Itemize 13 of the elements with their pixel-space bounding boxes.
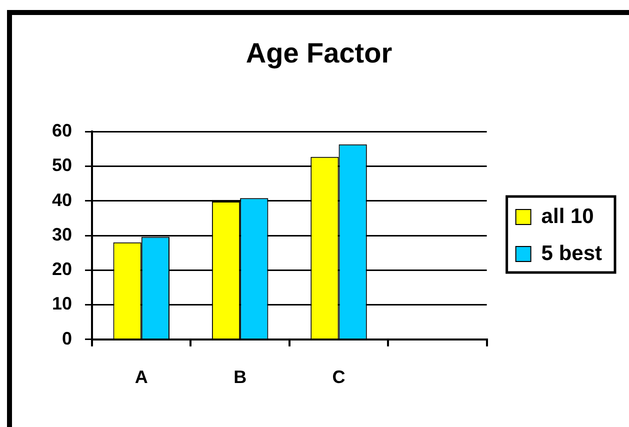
y-tick-label: 60 <box>52 120 72 141</box>
legend-label: all 10 <box>541 204 594 228</box>
y-tick-label: 0 <box>62 328 72 348</box>
y-tick-label: 30 <box>52 224 72 244</box>
y-tick-label: 50 <box>52 155 72 176</box>
chart-title: Age Factor <box>246 38 392 69</box>
x-tick-label: C <box>332 367 346 388</box>
x-tick-label: A <box>134 367 148 388</box>
legend-label: 5 best <box>541 242 602 265</box>
x-tick-label: B <box>234 367 247 388</box>
y-tick-label: 40 <box>52 190 72 210</box>
y-tick-label: 20 <box>52 259 72 280</box>
y-tick-label: 10 <box>52 294 72 314</box>
